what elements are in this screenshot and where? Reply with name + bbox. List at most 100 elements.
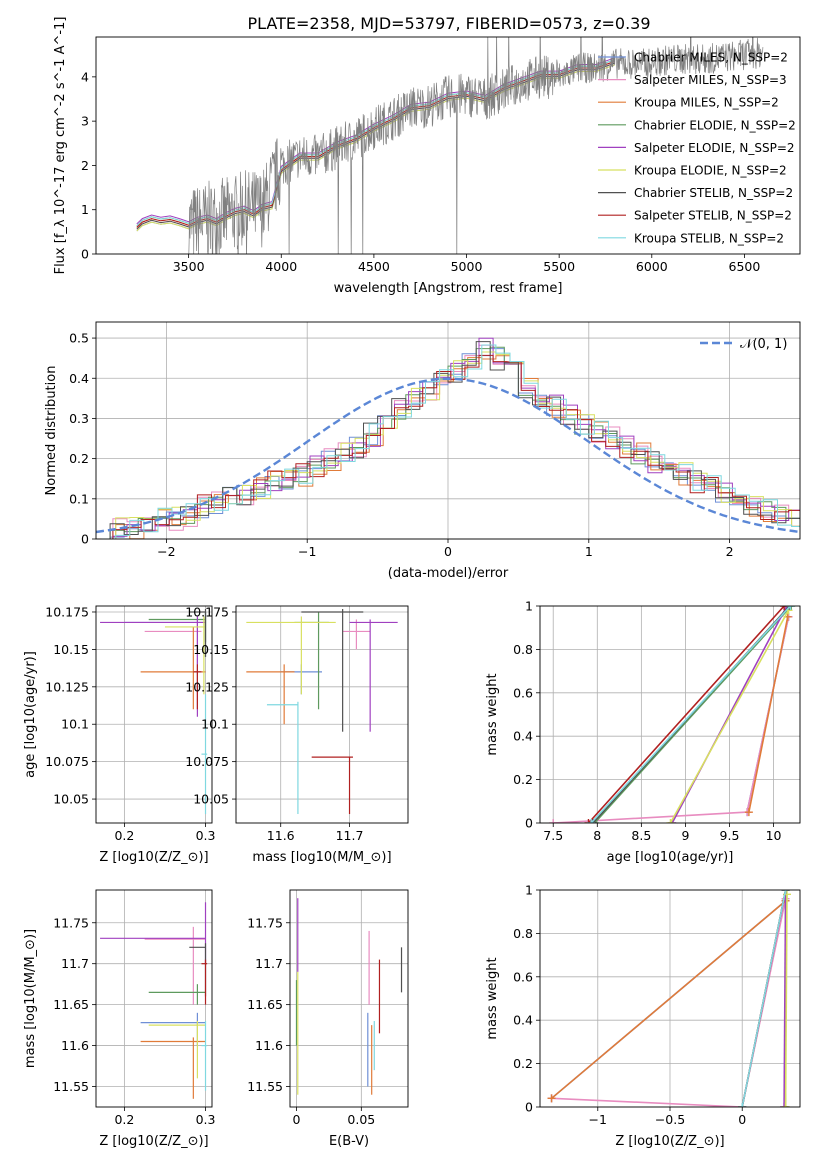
x-tick-label: 0.2 <box>114 1112 134 1127</box>
legend-label: Chabrier STELIB, N_SSP=2 <box>634 186 793 200</box>
axes-frame <box>235 605 409 824</box>
x-tick-label: 11.6 <box>267 828 295 843</box>
y-tick-label: 0 <box>81 247 89 262</box>
errorbar-point <box>349 619 398 732</box>
x-tick-label: −0.5 <box>655 1112 685 1127</box>
legend-label: Kroupa MILES, N_SSP=2 <box>634 96 779 110</box>
legend-item: Chabrier MILES, N_SSP=2 <box>598 51 788 65</box>
y-tick-label: 11.6 <box>61 1038 89 1053</box>
y-tick-label: 10.1 <box>201 717 229 732</box>
mass-weight-line <box>748 616 789 813</box>
y-tick-label: 0.3 <box>69 411 89 426</box>
y-tick-label: 10.05 <box>53 792 89 807</box>
plus-marker <box>549 819 558 823</box>
x-tick-label: 10 <box>766 828 782 843</box>
y-tick-label: 11.6 <box>255 1038 283 1053</box>
plus-marker <box>584 819 593 823</box>
axes-frame <box>95 36 801 255</box>
y-tick-label: 0.8 <box>513 926 533 941</box>
errorbar-point <box>342 619 371 650</box>
errorbar-point <box>311 756 353 815</box>
plot-area <box>136 37 764 254</box>
x-tick-label: 1 <box>585 544 593 559</box>
errorbar-point <box>201 1021 208 1091</box>
x-axis-label: (data-model)/error <box>388 566 509 581</box>
y-tick-label: 11.7 <box>255 956 283 971</box>
x-tick-label: 6500 <box>729 259 761 274</box>
errorbar-point <box>189 608 207 657</box>
legend-item: Kroupa MILES, N_SSP=2 <box>598 96 779 110</box>
legend-label: 𝒩(0, 1) <box>740 337 787 352</box>
plot-area <box>96 337 800 539</box>
x-tick-label: 4500 <box>358 259 390 274</box>
plus-marker <box>780 606 789 610</box>
legend-item: Salpeter MILES, N_SSP=3 <box>598 73 787 87</box>
plus-marker <box>738 1103 747 1107</box>
plot-area <box>549 606 796 823</box>
legend-item: Kroupa STELIB, N_SSP=2 <box>598 231 784 245</box>
legend-label: Kroupa STELIB, N_SSP=2 <box>634 231 784 245</box>
plot-area <box>295 898 403 1095</box>
x-tick-label: 3500 <box>173 259 205 274</box>
errorbar-point <box>164 616 206 695</box>
legend-label: Salpeter ELODIE, N_SSP=2 <box>634 141 795 155</box>
mass-weight-line <box>587 606 785 823</box>
errorbar-point <box>301 608 364 732</box>
x-tick-label: 7.5 <box>543 828 563 843</box>
plus-marker <box>781 890 790 894</box>
errorbar-point <box>246 664 295 725</box>
errorbar-point <box>148 1021 206 1079</box>
histogram-step <box>98 354 800 539</box>
axes-frame <box>539 605 801 824</box>
y-tick-label: 0.6 <box>513 685 533 700</box>
errorbar-point <box>246 616 336 695</box>
chart-residuals: −2 −1 0 1 2 0 0.1 0.2 0.3 0.4 0.5 (data-model)/erro… <box>44 321 801 581</box>
observed-spectrum-line <box>188 37 764 254</box>
x-tick-label: 0 <box>738 1112 746 1127</box>
y-axis-label: Flux [f_λ 10^-17 erg cm^-2 s^-1 A^-1] <box>53 17 68 275</box>
y-tick-label: 0 <box>525 816 533 831</box>
y-tick-label: 10.15 <box>193 642 229 657</box>
plot-area <box>100 608 208 815</box>
y-tick-label: 0.1 <box>69 491 89 506</box>
y-tick-label: 10.175 <box>185 604 229 619</box>
chart-mass-vs-EBV: 0 0.05 11.55 11.6 11.65 11.7 11.75 E(B-V) <box>247 889 409 1149</box>
x-tick-label: 2 <box>726 544 734 559</box>
errorbar-point <box>201 959 208 1005</box>
legend-item: Chabrier STELIB, N_SSP=2 <box>598 186 793 200</box>
y-axis-label: mass weight <box>485 673 500 755</box>
plus-marker <box>744 808 753 817</box>
axes-frame <box>95 605 213 824</box>
x-tick-label: 0 <box>444 544 452 559</box>
y-tick-label: 0.8 <box>513 642 533 657</box>
x-axis-label: mass [log10(M/M_⊙)] <box>252 850 391 865</box>
y-tick-label: 11.55 <box>53 1079 89 1094</box>
errorbar-point <box>140 1037 206 1099</box>
x-tick-label: 5500 <box>543 259 575 274</box>
y-tick-label: 0.2 <box>513 772 533 787</box>
y-tick-label: 1 <box>81 202 89 217</box>
y-tick-label: 10.15 <box>53 642 89 657</box>
errorbar-point <box>193 664 202 710</box>
x-tick-label: 8.5 <box>631 828 651 843</box>
y-tick-label: 10.075 <box>185 754 229 769</box>
y-tick-label: 0.4 <box>513 729 533 744</box>
mass-weight-line <box>741 890 787 1107</box>
y-tick-label: 4 <box>81 69 89 84</box>
legend-item: Salpeter ELODIE, N_SSP=2 <box>598 141 795 155</box>
axes-frame <box>95 321 801 540</box>
chart-age-vs-Z: 0.2 0.3 10.05 10.075 10.1 10.125 10.15 10.175 Z … <box>23 604 215 865</box>
legend-item: Salpeter STELIB, N_SSP=2 <box>598 209 792 223</box>
axes-frame <box>289 889 409 1108</box>
y-tick-label: 0.4 <box>513 1013 533 1028</box>
y-axis-label: Normed distribution <box>44 366 59 496</box>
plus-marker <box>587 819 596 823</box>
plus-marker <box>781 1103 790 1107</box>
y-tick-label: 11.7 <box>61 956 89 971</box>
x-tick-label: 8 <box>593 828 601 843</box>
plot-area <box>246 608 398 815</box>
plus-marker <box>787 606 796 610</box>
plus-marker <box>780 1103 789 1107</box>
y-tick-label: 1 <box>525 883 533 898</box>
